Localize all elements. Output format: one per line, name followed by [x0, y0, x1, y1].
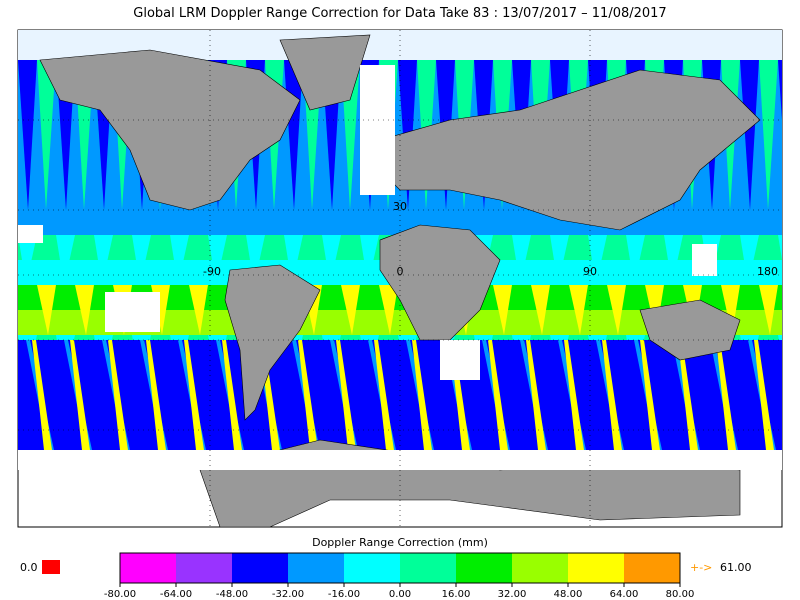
colorbar-title: Doppler Range Correction (mm): [312, 536, 488, 549]
colorbar-segment: [232, 553, 288, 583]
map: 30 -90 0 90 180: [17, 29, 783, 528]
colorbar-tick-label: 48.00: [554, 589, 583, 600]
colorbar-tick-label: -48.00: [216, 589, 248, 600]
title: Global LRM Doppler Range Correction for …: [133, 6, 666, 21]
colorbar-segment: [624, 553, 680, 583]
no-data-label: 0.0: [20, 561, 38, 574]
colorbar-tick-label: -16.00: [328, 589, 360, 600]
colorbar-tick-label: -80.00: [104, 589, 136, 600]
longitude-label: 90: [583, 265, 597, 278]
colorbar-tick-label: -32.00: [272, 589, 304, 600]
colorbar-segment: [400, 553, 456, 583]
colorbar-segment: [344, 553, 400, 583]
longitude-label: 180: [757, 265, 778, 278]
longitude-label: 0: [397, 265, 404, 278]
colorbar-segment: [512, 553, 568, 583]
band: [18, 210, 782, 235]
latitude-label: 30: [393, 200, 407, 213]
colorbar-segment: [288, 553, 344, 583]
colorbar-segment: [176, 553, 232, 583]
colorbar: -80.00 -64.00 -48.00 -32.00 -16.00 0.00 16.00 3…: [104, 552, 695, 600]
colorbar-segment: [568, 553, 624, 583]
colorbar-tick-label: 80.00: [666, 589, 695, 600]
colorbar-segment: [120, 553, 176, 583]
no-data-swatch: [42, 560, 60, 574]
colorbar-tick-label: 0.00: [389, 589, 411, 600]
longitude-label: -90: [203, 265, 221, 278]
colorbar-tick-label: 32.00: [498, 589, 527, 600]
colorbar-segment: [456, 553, 512, 583]
colorbar-tick-label: 16.00: [442, 589, 471, 600]
overflow-value: 61.00: [720, 561, 752, 574]
colorbar-tick-label: -64.00: [160, 589, 192, 600]
colorbar-tick-label: 64.00: [610, 589, 639, 600]
overflow-arrow: +->: [690, 561, 712, 574]
